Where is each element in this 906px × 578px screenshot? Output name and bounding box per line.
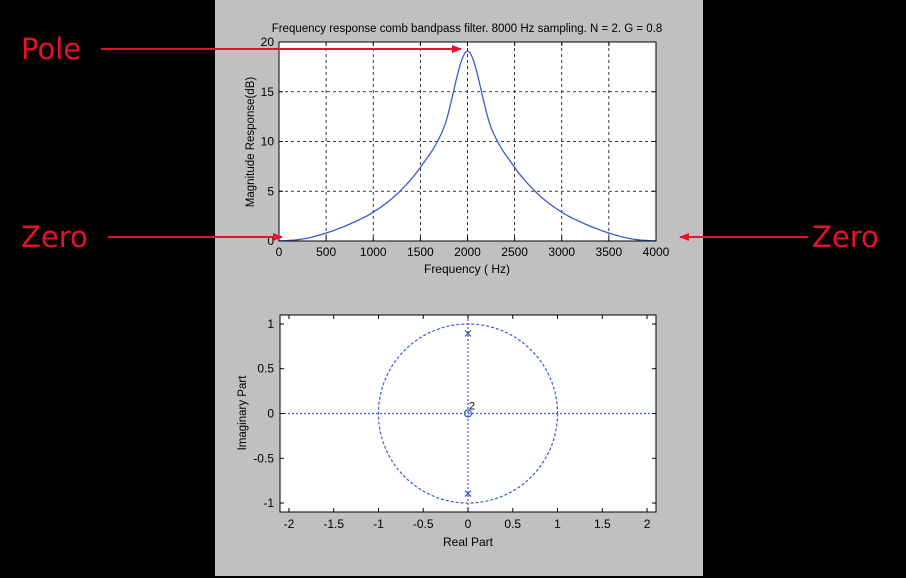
pole-zero-x-tick-label: 1.5 xyxy=(594,517,611,531)
magnitude-response-line xyxy=(278,50,657,242)
pole-zero-y-tick-label: 1 xyxy=(267,317,274,331)
frequency-x-tick-label: 2000 xyxy=(454,245,481,259)
pole-zero-y-tick-label: -1 xyxy=(263,496,274,510)
frequency-y-axis-label: Magnitude Response(dB) xyxy=(245,77,257,208)
unit-circle xyxy=(377,323,559,504)
frequency-y-tick-label: 10 xyxy=(261,135,275,149)
pole-zero-y-tick-label: 0 xyxy=(267,407,274,421)
pole-zero-x-tick-label: -2 xyxy=(284,517,295,531)
frequency-x-tick-label: 0 xyxy=(276,245,283,259)
frequency-ticks: 0 500 1000 1500 2000 2500 3000 3500 4000 0 5 10 15 20 xyxy=(261,35,670,259)
pole-marker xyxy=(464,330,472,337)
pole-zero-x-tick-label: -1.5 xyxy=(323,517,344,531)
frequency-x-tick-label: 1000 xyxy=(360,245,387,259)
pole-marker-stroke xyxy=(464,490,472,497)
pole-marker-stroke xyxy=(464,330,472,337)
pole-zero-x-tick-label: 1 xyxy=(554,517,561,531)
frequency-x-tick-label: 4000 xyxy=(643,245,670,259)
frequency-x-tick-label: 1500 xyxy=(407,245,434,259)
zero-left-annotation-label: Zero xyxy=(21,220,88,254)
frequency-y-tick-label: 20 xyxy=(261,35,275,49)
pole-zero-chart: -2 -1.5 -1 -0.5 0 0.5 1 1.5 2 -1 -0.5 0 0.5 1 2 Real … xyxy=(237,314,657,549)
frequency-x-tick-label: 3000 xyxy=(548,245,575,259)
frequency-grid xyxy=(279,42,656,241)
pole-zero-plot-frame xyxy=(279,314,657,513)
pole-zero-y-axis-label: Imaginary Part xyxy=(237,375,249,451)
zero-marker xyxy=(463,409,473,418)
zero-right-annotation-label: Zero xyxy=(812,220,879,254)
pole-annotation-label: Pole xyxy=(21,32,82,66)
pole-zero-x-tick-label: 0.5 xyxy=(504,517,521,531)
frequency-x-tick-label: 500 xyxy=(316,245,336,259)
frequency-plot-frame xyxy=(278,41,657,242)
pole-zero-x-tick-label: -0.5 xyxy=(413,517,434,531)
pole-zero-x-tick-label: 2 xyxy=(644,517,651,531)
pole-zero-x-tick-label: -1 xyxy=(373,517,384,531)
frequency-y-tick-label: 15 xyxy=(261,85,275,99)
frequency-y-tick-label: 5 xyxy=(267,184,274,198)
zero-multiplicity-label: 2 xyxy=(469,401,475,413)
pole-zero-ticks: -2 -1.5 -1 -0.5 0 0.5 1 1.5 2 -1 -0.5 0 0.5 1 xyxy=(253,315,656,531)
frequency-x-tick-label: 2500 xyxy=(501,245,528,259)
pole-marker xyxy=(464,490,472,497)
frequency-x-tick-label: 3500 xyxy=(596,245,623,259)
frequency-y-tick-label: 0 xyxy=(267,234,274,248)
pole-zero-markers: 2 xyxy=(463,330,475,497)
pole-zero-x-tick-label: 0 xyxy=(465,517,472,531)
pole-zero-x-axis-label: Real Part xyxy=(443,535,494,549)
pole-zero-y-tick-label: -0.5 xyxy=(253,451,274,465)
frequency-chart-title: Frequency response comb bandpass filter.… xyxy=(272,23,663,35)
pole-zero-axes xyxy=(280,315,656,512)
frequency-x-axis-label: Frequency ( Hz) xyxy=(424,262,510,276)
frequency-response-chart: 0 500 1000 1500 2000 2500 3000 3500 4000 0 5 10 15 20… xyxy=(245,23,670,276)
pole-zero-y-tick-label: 0.5 xyxy=(257,362,274,376)
